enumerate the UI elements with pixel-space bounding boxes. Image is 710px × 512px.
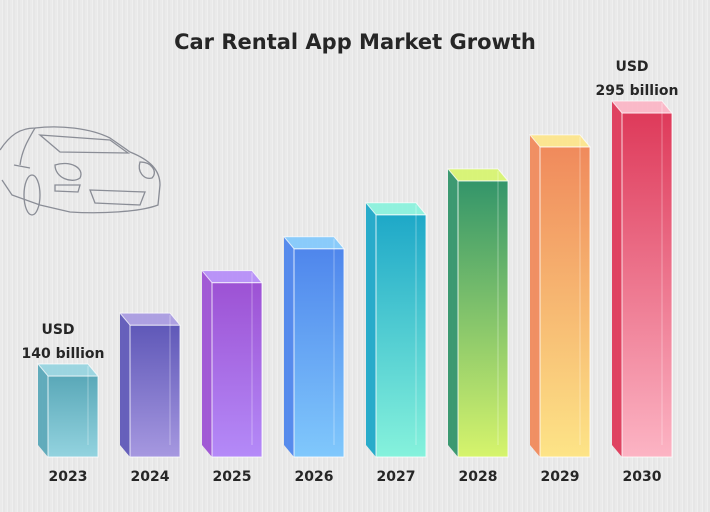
chart-title: Car Rental App Market Growth xyxy=(174,30,536,54)
bar-top xyxy=(528,134,592,148)
bar-2030 xyxy=(610,100,674,458)
x-tick-label: 2029 xyxy=(541,469,580,485)
bar-2028 xyxy=(446,168,510,458)
bar-top xyxy=(610,100,674,114)
bar-front xyxy=(621,112,673,458)
bar-side xyxy=(448,168,458,457)
bar-top xyxy=(36,363,100,377)
bar-top xyxy=(446,168,510,182)
bar-front xyxy=(129,324,181,458)
bar-side xyxy=(38,364,48,457)
bar-top xyxy=(282,236,346,250)
bar-front xyxy=(457,180,509,458)
x-tick-label: 2025 xyxy=(213,469,252,485)
x-tick-label: 2028 xyxy=(459,469,498,485)
bar-top xyxy=(364,202,428,216)
x-tick-label: 2023 xyxy=(49,469,88,485)
bar-2024 xyxy=(118,312,182,458)
bar-front xyxy=(539,146,591,458)
bar-top xyxy=(118,312,182,326)
bar-side xyxy=(284,236,294,457)
bar-front xyxy=(47,375,99,458)
bar-front xyxy=(375,214,427,458)
x-tick-label: 2026 xyxy=(295,469,334,485)
bar-side xyxy=(366,202,376,457)
data-label-unit: USD xyxy=(41,322,74,338)
bar-side xyxy=(530,134,540,457)
bar-front xyxy=(293,248,345,458)
data-label-value: 295 billion xyxy=(596,83,679,99)
bar-2027 xyxy=(364,202,428,458)
bar-front xyxy=(211,282,263,458)
bar-2026 xyxy=(282,236,346,458)
x-tick-label: 2024 xyxy=(131,469,170,485)
bar-side xyxy=(612,101,622,457)
x-tick-label: 2030 xyxy=(623,469,662,485)
bar-2025 xyxy=(200,270,264,458)
bar-2029 xyxy=(528,134,592,458)
data-label-unit: USD xyxy=(615,59,648,75)
bar-top xyxy=(200,270,264,284)
bar-side xyxy=(120,313,130,457)
x-tick-label: 2027 xyxy=(377,469,416,485)
car-outline-icon xyxy=(0,126,161,216)
bar-2023 xyxy=(36,363,100,458)
data-label-value: 140 billion xyxy=(22,346,105,362)
bar-side xyxy=(202,270,212,457)
